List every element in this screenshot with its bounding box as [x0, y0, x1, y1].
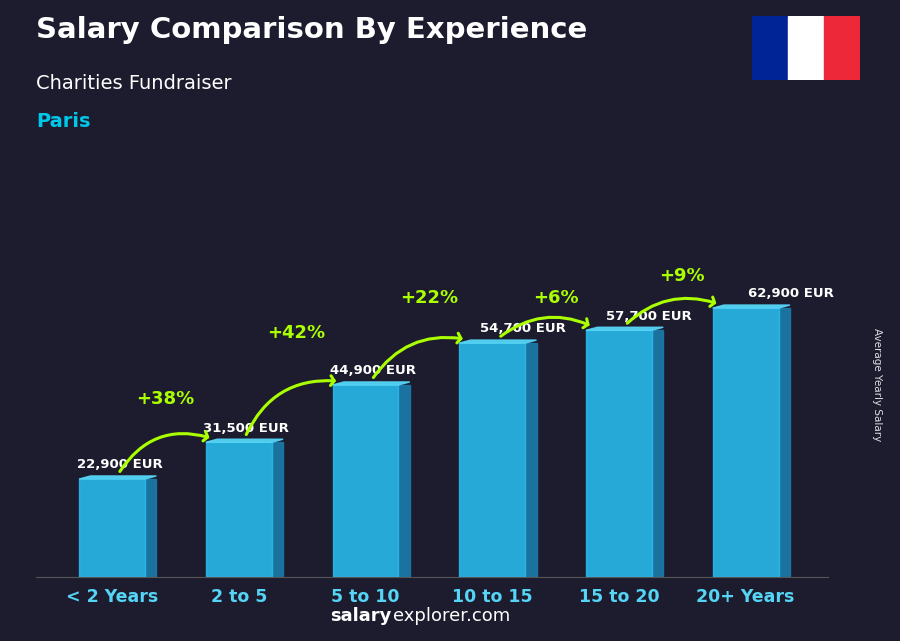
Text: explorer.com: explorer.com: [393, 607, 510, 625]
Bar: [824, 16, 859, 80]
Text: 44,900 EUR: 44,900 EUR: [330, 364, 416, 378]
Bar: [788, 16, 824, 80]
Polygon shape: [586, 328, 663, 330]
Text: 22,900 EUR: 22,900 EUR: [76, 458, 162, 471]
Text: Salary Comparison By Experience: Salary Comparison By Experience: [36, 16, 587, 44]
Bar: [525, 343, 536, 577]
Text: +9%: +9%: [660, 267, 705, 285]
Text: 54,700 EUR: 54,700 EUR: [480, 322, 565, 335]
Polygon shape: [206, 439, 284, 442]
Bar: [752, 16, 788, 80]
Text: 57,700 EUR: 57,700 EUR: [607, 310, 692, 322]
Text: +22%: +22%: [400, 289, 458, 307]
Bar: [79, 479, 145, 577]
Text: +38%: +38%: [136, 390, 194, 408]
Text: Paris: Paris: [36, 112, 91, 131]
Bar: [778, 308, 790, 577]
Bar: [145, 479, 157, 577]
Text: Charities Fundraiser: Charities Fundraiser: [36, 74, 231, 93]
Polygon shape: [713, 305, 790, 308]
Bar: [586, 330, 652, 577]
Bar: [652, 330, 663, 577]
Bar: [713, 308, 778, 577]
Polygon shape: [459, 340, 536, 343]
Bar: [459, 343, 525, 577]
Bar: [399, 385, 410, 577]
Text: salary: salary: [330, 607, 392, 625]
Text: 62,900 EUR: 62,900 EUR: [748, 287, 834, 301]
Polygon shape: [79, 476, 157, 479]
Bar: [332, 385, 399, 577]
Text: +42%: +42%: [266, 324, 325, 342]
Bar: [272, 442, 284, 577]
Bar: [206, 442, 272, 577]
Text: 31,500 EUR: 31,500 EUR: [203, 422, 289, 435]
Text: Average Yearly Salary: Average Yearly Salary: [872, 328, 883, 441]
Text: +6%: +6%: [533, 289, 579, 307]
Polygon shape: [332, 382, 410, 385]
